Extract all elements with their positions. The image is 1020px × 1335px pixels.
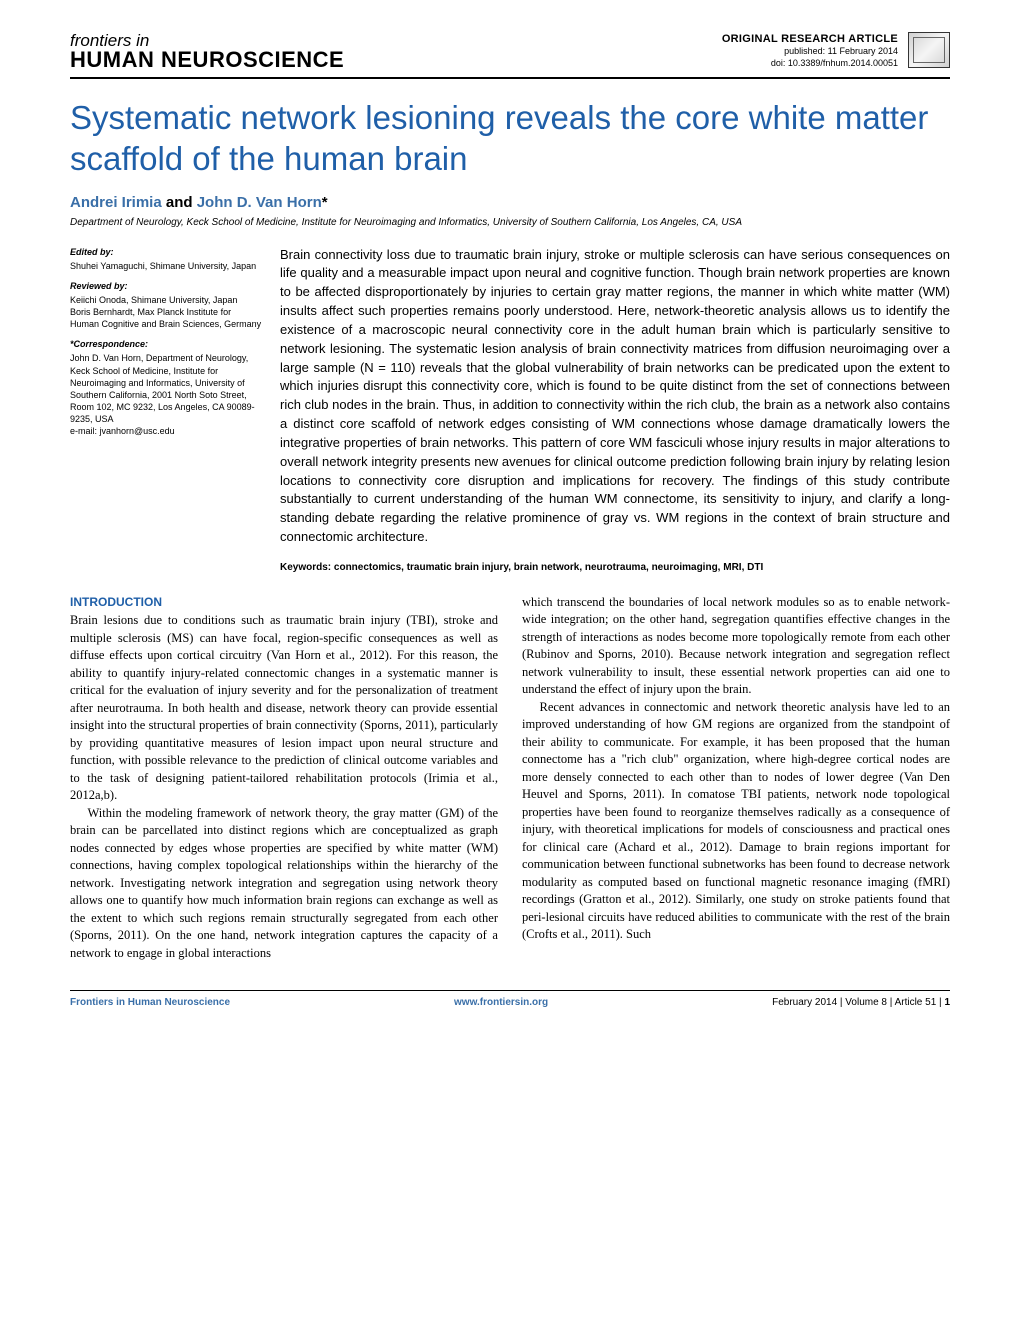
publisher-logo-icon	[908, 32, 950, 68]
keywords: Keywords: connectomics, traumatic brain …	[280, 561, 950, 576]
edited-by-label: Edited by:	[70, 246, 262, 258]
page-header: frontiers in HUMAN NEUROSCIENCE ORIGINAL…	[70, 32, 950, 79]
abstract-block: Edited by: Shuhei Yamaguchi, Shimane Uni…	[70, 246, 950, 576]
article-title: Systematic network lesioning reveals the…	[70, 97, 950, 180]
correspondence-label: *Correspondence:	[70, 338, 262, 350]
header-meta: ORIGINAL RESEARCH ARTICLE published: 11 …	[722, 32, 950, 70]
body-paragraph: Within the modeling framework of network…	[70, 805, 498, 963]
abstract-text: Brain connectivity loss due to traumatic…	[280, 247, 950, 545]
header-meta-text: ORIGINAL RESEARCH ARTICLE published: 11 …	[722, 32, 898, 70]
body-paragraph: which transcend the boundaries of local …	[522, 594, 950, 699]
footer-journal: Frontiers in Human Neuroscience	[70, 997, 230, 1008]
body-col-left: INTRODUCTION Brain lesions due to condit…	[70, 594, 498, 963]
footer-citation: February 2014 | Volume 8 | Article 51 | …	[772, 997, 950, 1008]
abstract: Brain connectivity loss due to traumatic…	[280, 246, 950, 576]
author-link[interactable]: John D. Van Horn	[197, 194, 322, 211]
edited-by-text: Shuhei Yamaguchi, Shimane University, Ja…	[70, 260, 262, 272]
published-date: published: 11 February 2014	[722, 46, 898, 58]
page: frontiers in HUMAN NEUROSCIENCE ORIGINAL…	[0, 0, 1020, 1028]
reviewed-by-text: Keiichi Onoda, Shimane University, Japan…	[70, 294, 262, 330]
editorial-sidebar: Edited by: Shuhei Yamaguchi, Shimane Uni…	[70, 246, 262, 576]
reviewed-by-label: Reviewed by:	[70, 280, 262, 292]
footer-date: February 2014 | Volume 8 | Article 51 |	[772, 997, 944, 1008]
page-footer: Frontiers in Human Neuroscience www.fron…	[70, 990, 950, 1008]
body-paragraph: Recent advances in connectomic and netwo…	[522, 699, 950, 944]
doi: doi: 10.3389/fnhum.2014.00051	[722, 58, 898, 70]
article-type: ORIGINAL RESEARCH ARTICLE	[722, 32, 898, 46]
affiliation: Department of Neurology, Keck School of …	[70, 217, 950, 228]
journal-name: frontiers in HUMAN NEUROSCIENCE	[70, 32, 344, 71]
footer-url[interactable]: www.frontiersin.org	[454, 997, 548, 1008]
correspondence-text: John D. Van Horn, Department of Neurolog…	[70, 352, 262, 437]
journal-bottom: HUMAN NEUROSCIENCE	[70, 49, 344, 71]
body-columns: INTRODUCTION Brain lesions due to condit…	[70, 594, 950, 963]
body-col-right: which transcend the boundaries of local …	[522, 594, 950, 963]
author-link[interactable]: Andrei Irimia	[70, 194, 162, 211]
footer-page-number: 1	[944, 997, 950, 1008]
authors: Andrei Irimia and John D. Van Horn*	[70, 194, 950, 211]
section-heading: INTRODUCTION	[70, 594, 498, 611]
body-paragraph: Brain lesions due to conditions such as …	[70, 612, 498, 805]
